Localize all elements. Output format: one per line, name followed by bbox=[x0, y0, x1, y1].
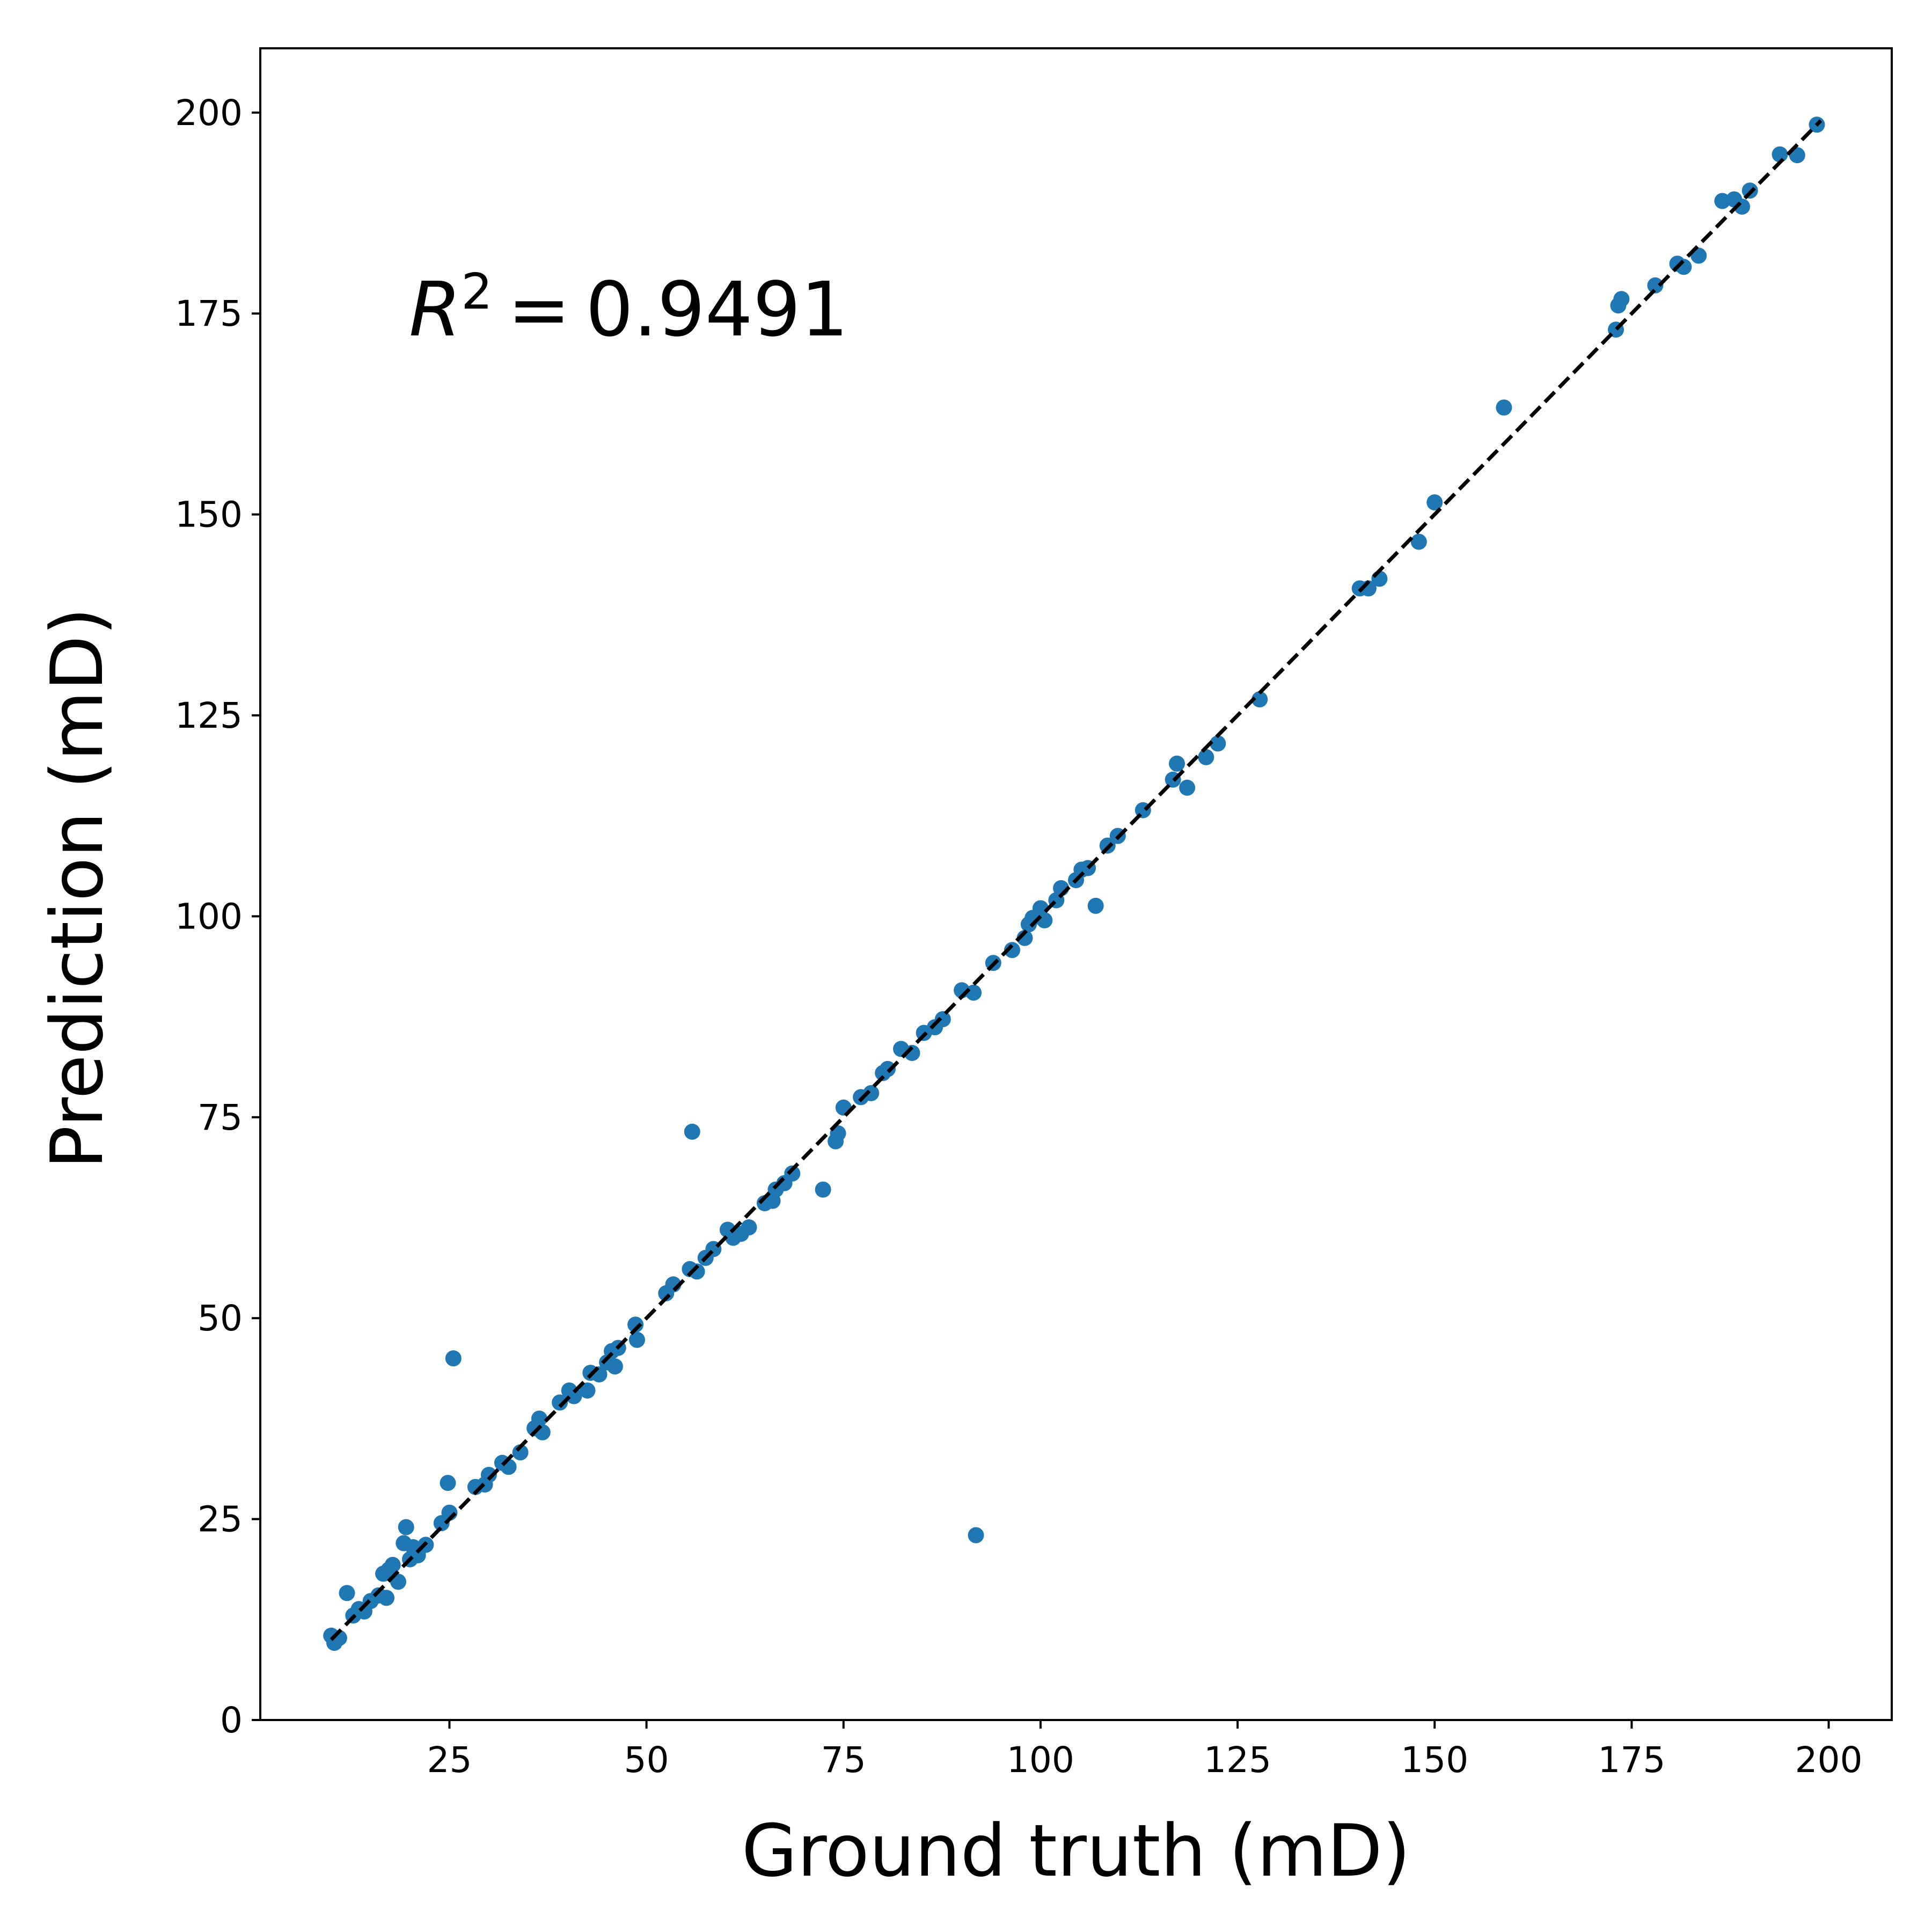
data-point bbox=[1252, 691, 1268, 708]
data-point bbox=[566, 1388, 582, 1404]
r-squared-equals: = bbox=[508, 266, 570, 354]
reference-line-layer bbox=[330, 119, 1823, 1641]
r-squared-annotation: R2 = 0.9491 bbox=[409, 263, 848, 354]
data-point bbox=[445, 1350, 462, 1367]
data-point bbox=[965, 984, 982, 1001]
data-point bbox=[1169, 755, 1185, 772]
data-point bbox=[1714, 193, 1731, 209]
y-tick-label: 150 bbox=[175, 494, 243, 536]
data-point bbox=[1496, 399, 1512, 416]
x-tick-label: 100 bbox=[1007, 1739, 1074, 1781]
data-point bbox=[579, 1382, 596, 1399]
data-point bbox=[398, 1519, 414, 1535]
data-point bbox=[689, 1263, 705, 1280]
data-point bbox=[531, 1410, 547, 1427]
x-tick-label: 50 bbox=[624, 1739, 669, 1781]
data-point bbox=[1772, 146, 1788, 163]
y-tick-label: 100 bbox=[175, 896, 243, 937]
plot-frame bbox=[259, 47, 1893, 1721]
y-tick-label: 0 bbox=[220, 1700, 243, 1741]
data-point bbox=[1613, 291, 1630, 308]
x-tick-label: 150 bbox=[1401, 1739, 1468, 1781]
x-tick-label: 75 bbox=[821, 1739, 866, 1781]
reference-line bbox=[330, 119, 1823, 1641]
r-squared-value: 0.9491 bbox=[586, 266, 848, 354]
x-ticks: 25 50 75 100 125 150 175 200 bbox=[427, 1720, 1863, 1781]
data-point bbox=[1198, 749, 1214, 765]
data-point bbox=[627, 1316, 644, 1333]
data-point bbox=[378, 1590, 394, 1606]
data-point bbox=[1032, 900, 1049, 917]
data-point bbox=[934, 1011, 951, 1028]
y-tick-label: 50 bbox=[197, 1298, 243, 1339]
data-point bbox=[863, 1085, 880, 1101]
y-axis-label: Prediction (mD) bbox=[35, 608, 119, 1169]
data-point bbox=[384, 1557, 401, 1573]
data-point bbox=[1004, 942, 1020, 958]
r-squared-exponent: 2 bbox=[461, 263, 493, 320]
data-point bbox=[968, 1527, 984, 1543]
x-tick-label: 25 bbox=[427, 1739, 472, 1781]
data-point bbox=[1647, 277, 1664, 294]
data-point bbox=[1179, 779, 1196, 796]
data-point bbox=[741, 1219, 757, 1235]
r-squared-symbol: R bbox=[409, 266, 461, 354]
data-point bbox=[629, 1331, 645, 1348]
data-point bbox=[1410, 533, 1427, 550]
data-point bbox=[1426, 494, 1443, 511]
x-tick-label: 200 bbox=[1795, 1739, 1863, 1781]
data-point bbox=[880, 1060, 896, 1077]
data-point bbox=[1210, 735, 1226, 752]
data-point bbox=[684, 1123, 700, 1140]
data-point bbox=[339, 1585, 355, 1601]
data-point bbox=[606, 1358, 623, 1375]
data-point bbox=[480, 1467, 497, 1483]
y-ticks: 0 25 50 75 100 125 150 175 200 bbox=[175, 92, 260, 1741]
y-tick-label: 75 bbox=[197, 1097, 243, 1138]
y-tick-label: 175 bbox=[175, 293, 243, 334]
data-point bbox=[440, 1475, 456, 1491]
y-tick-label: 200 bbox=[175, 92, 243, 134]
data-point bbox=[1087, 897, 1104, 914]
x-tick-label: 175 bbox=[1598, 1739, 1665, 1781]
y-tick-label: 125 bbox=[175, 695, 243, 736]
data-point bbox=[552, 1394, 568, 1411]
y-tick-label: 25 bbox=[197, 1499, 243, 1540]
x-axis-label: Ground truth (mD) bbox=[742, 1809, 1410, 1893]
data-point bbox=[815, 1181, 831, 1198]
x-tick-label: 125 bbox=[1204, 1739, 1271, 1781]
data-point bbox=[784, 1165, 801, 1182]
